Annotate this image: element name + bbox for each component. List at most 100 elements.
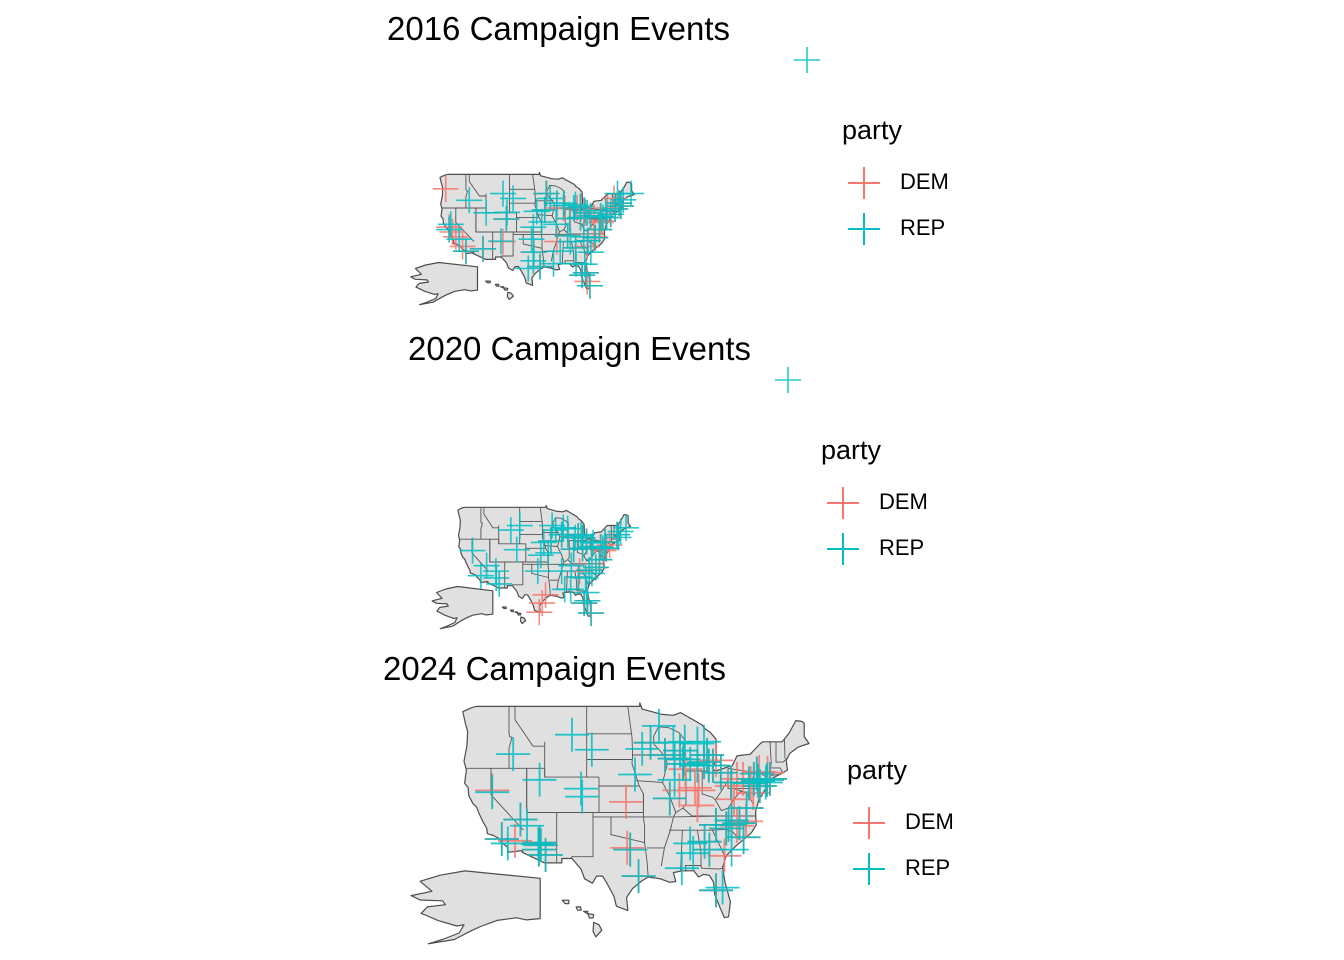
panel-title: 2016 Campaign Events [387,10,731,47]
legend-title: party [821,435,882,465]
hawaii-island-shape [561,899,570,905]
hawaii-island-shape [575,906,582,911]
dem-cross-icon [848,167,880,199]
state-border [627,706,649,878]
event-point-rep [518,226,545,253]
event-point-rep [652,781,687,816]
state-border [468,174,486,197]
panel-title: 2024 Campaign Events [383,650,727,687]
event-point-rep [657,762,692,797]
event-point-rep [565,779,600,814]
event-point-rep [589,535,616,562]
event-point-dem [442,223,469,250]
event-point-rep [522,762,557,797]
event-point-rep [742,768,777,803]
event-point-rep [569,262,596,289]
event-point-rep [666,742,701,777]
event-point-rep [625,731,660,766]
state-border [668,727,686,742]
event-point-rep [554,222,581,249]
event-point-rep [613,832,648,867]
event-point-rep [557,228,584,255]
event-point-rep [663,733,697,768]
event-point-rep [548,558,575,585]
event-point-rep [580,529,607,556]
event-point-rep [572,564,599,591]
event-point-rep [550,514,577,541]
event-point-rep [753,761,787,796]
legend-title: party [847,755,908,785]
event-point-rep [489,180,516,207]
event-point-rep [571,251,598,278]
event-point-rep [570,223,597,250]
event-point-rep [673,746,708,781]
event-point-rep [692,832,727,867]
state-border [771,767,784,773]
event-point-rep [560,536,587,563]
event-point-rep [537,185,564,212]
state-border [783,739,786,759]
legend-label-rep: REP [879,535,925,560]
event-point-rep [617,180,644,207]
hawaii-island-shape [516,612,522,616]
hawaii-island-shape [519,616,527,625]
event-point-rep [528,837,563,872]
event-point-rep [524,558,551,585]
state-border [508,706,513,769]
event-point-rep [446,226,473,253]
event-point-dem [439,219,466,245]
hawaii-island-shape [582,910,589,915]
event-point-rep [515,255,542,282]
alaska-shape [410,261,479,306]
event-point-rep [587,203,614,230]
state-border [465,174,469,208]
hawaii-island-shape [494,283,500,287]
panel-title: 2020 Campaign Events [408,330,752,367]
event-point-rep [467,562,494,589]
event-point-rep [577,239,604,266]
event-point-rep [775,367,801,393]
event-point-rep [667,724,702,759]
rep-cross-icon [848,213,880,245]
event-point-rep [520,239,547,266]
event-point-rep [487,228,514,255]
event-point-rep [703,755,738,790]
event-point-rep [582,224,609,251]
event-point-rep [543,211,570,238]
legend-label-dem: DEM [879,489,928,514]
state-border [531,564,549,578]
state-border [558,233,585,235]
event-point-rep [560,195,587,221]
event-point-rep [555,717,589,752]
event-point-rep [578,560,605,587]
event-point-rep [452,238,479,265]
state-border [483,507,499,529]
state-border [490,768,524,831]
legend-label-dem: DEM [905,809,954,834]
event-point-rep [705,870,740,905]
event-point-rep [482,558,509,585]
hawaii-island-shape [485,280,491,284]
event-point-rep [680,726,715,761]
event-point-rep [696,748,730,783]
alaska-shape [410,870,541,945]
event-point-rep [587,533,614,560]
state-border [512,562,524,586]
event-point-rep [602,195,629,222]
event-point-rep [542,517,569,544]
state-border [522,234,543,249]
event-point-rep [564,771,598,806]
panel-2020: 2020 Campaign Events party DEM REP [0,320,1344,640]
event-point-rep [673,826,708,861]
event-point-dem [678,770,712,805]
event-point-rep [574,199,601,226]
event-point-rep [527,253,554,280]
event-point-rep [574,732,609,767]
event-point-rep [621,859,656,894]
event-point-rep [556,205,583,232]
event-point-rep [530,529,557,556]
event-point-rep [571,590,598,617]
event-point-dem [609,784,643,819]
hawaii-island-shape [587,913,595,919]
event-point-rep [709,811,744,846]
